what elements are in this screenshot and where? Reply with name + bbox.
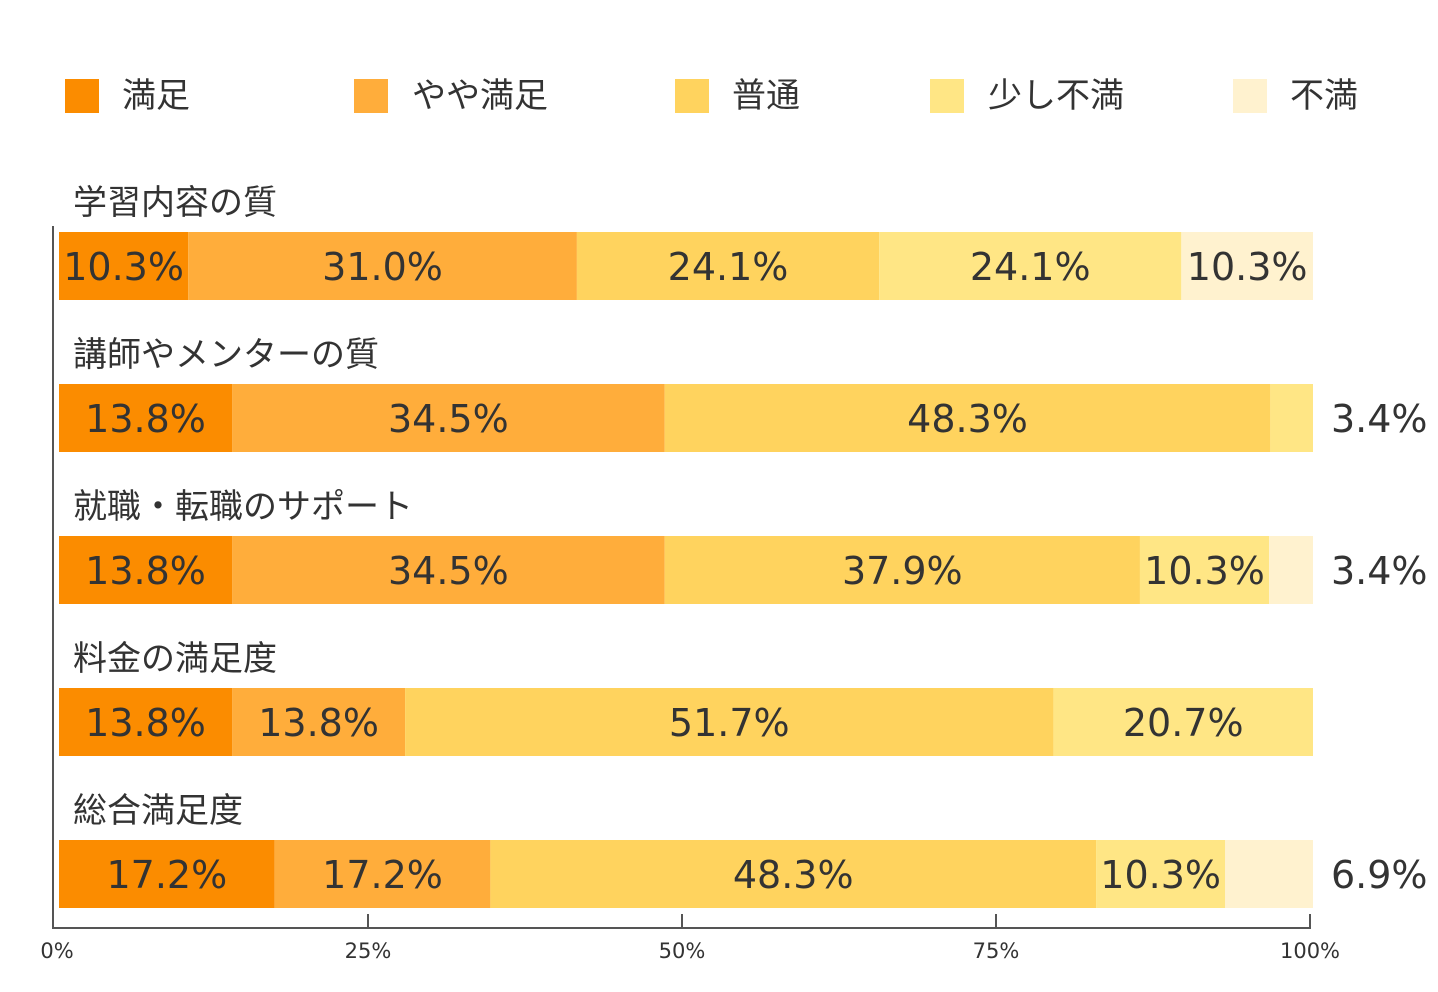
- legend: 満足 やや満足 普通 少し不満 不満: [65, 76, 1358, 116]
- bar-segment-5-5: [1225, 840, 1313, 908]
- data-label-1-5: 10.3%: [1187, 245, 1308, 289]
- data-label-5-4: 10.3%: [1100, 853, 1221, 897]
- bar-segment-1-3: [576, 232, 880, 300]
- data-label-2-1: 13.8%: [85, 397, 206, 441]
- data-label-4-1: 13.8%: [85, 701, 206, 745]
- bar-segment-1-5: [1181, 232, 1313, 300]
- data-label-3-2: 34.5%: [388, 549, 509, 593]
- data-label-2-4: 3.4%: [1331, 397, 1428, 441]
- data-label-4-4: 20.7%: [1123, 701, 1244, 745]
- legend-label-1: 満足: [122, 76, 190, 116]
- data-label-5-5: 6.9%: [1331, 853, 1428, 897]
- legend-swatch-5: [1233, 79, 1267, 113]
- data-label-2-3: 48.3%: [907, 397, 1028, 441]
- bar-segment-4-1: [59, 688, 233, 756]
- data-label-2-2: 34.5%: [388, 397, 509, 441]
- data-label-5-1: 17.2%: [106, 853, 227, 897]
- data-label-3-1: 13.8%: [85, 549, 206, 593]
- bars: [59, 232, 1313, 908]
- bar-segment-3-2: [232, 536, 665, 604]
- bar-segment-5-2: [274, 840, 491, 908]
- bar-segment-5-1: [59, 840, 275, 908]
- bar-segment-2-4: [1270, 384, 1313, 452]
- bar-segment-2-2: [232, 384, 665, 452]
- category-label-3: 就職・転職のサポート: [73, 487, 413, 527]
- data-label-3-3: 37.9%: [842, 549, 963, 593]
- bar-segment-3-3: [664, 536, 1140, 604]
- legend-swatch-1: [65, 79, 99, 113]
- data-label-3-5: 3.4%: [1331, 549, 1428, 593]
- bar-segment-1-1: [59, 232, 189, 300]
- bar-segment-3-4: [1139, 536, 1270, 604]
- bar-segment-4-2: [232, 688, 406, 756]
- legend-label-5: 不満: [1290, 76, 1358, 116]
- category-label-4: 料金の満足度: [73, 639, 277, 679]
- bar-segment-2-1: [59, 384, 233, 452]
- bar-segment-5-3: [490, 840, 1097, 908]
- category-label-2: 講師やメンターの質: [73, 335, 379, 375]
- bar-segment-1-4: [879, 232, 1182, 300]
- legend-swatch-2: [354, 79, 388, 113]
- x-axis: 0% 25% 50% 75% 100%: [40, 226, 1340, 963]
- data-label-4-3: 51.7%: [669, 701, 790, 745]
- bar-segment-5-4: [1096, 840, 1226, 908]
- data-labels: 10.3% 31.0% 24.1% 24.1% 10.3% 13.8% 34.5% 48.3%…: [63, 245, 1427, 897]
- x-tick-label-4: 75%: [973, 939, 1020, 963]
- data-label-1-4: 24.1%: [970, 245, 1091, 289]
- x-tick-label-1: 0%: [40, 939, 73, 963]
- data-label-3-4: 10.3%: [1144, 549, 1265, 593]
- legend-label-4: 少し不満: [988, 76, 1124, 116]
- data-label-5-3: 48.3%: [733, 853, 854, 897]
- bar-segment-3-5: [1269, 536, 1313, 604]
- bar-segment-4-4: [1053, 688, 1313, 756]
- category-label-1: 学習内容の質: [73, 183, 277, 223]
- category-label-5: 総合満足度: [73, 791, 243, 831]
- legend-label-2: やや満足: [412, 76, 548, 116]
- data-label-5-2: 17.2%: [322, 853, 443, 897]
- x-tick-label-5: 100%: [1280, 939, 1340, 963]
- x-tick-label-2: 25%: [345, 939, 392, 963]
- bar-segment-2-3: [664, 384, 1271, 452]
- legend-swatch-4: [930, 79, 964, 113]
- legend-swatch-3: [675, 79, 709, 113]
- bar-segment-1-2: [188, 232, 577, 300]
- x-tick-label-3: 50%: [659, 939, 706, 963]
- bar-segment-3-1: [59, 536, 233, 604]
- legend-label-3: 普通: [732, 76, 800, 116]
- data-label-1-3: 24.1%: [668, 245, 789, 289]
- data-label-1-1: 10.3%: [63, 245, 184, 289]
- bar-segment-4-3: [405, 688, 1054, 756]
- data-label-4-2: 13.8%: [258, 701, 379, 745]
- data-label-1-2: 31.0%: [322, 245, 443, 289]
